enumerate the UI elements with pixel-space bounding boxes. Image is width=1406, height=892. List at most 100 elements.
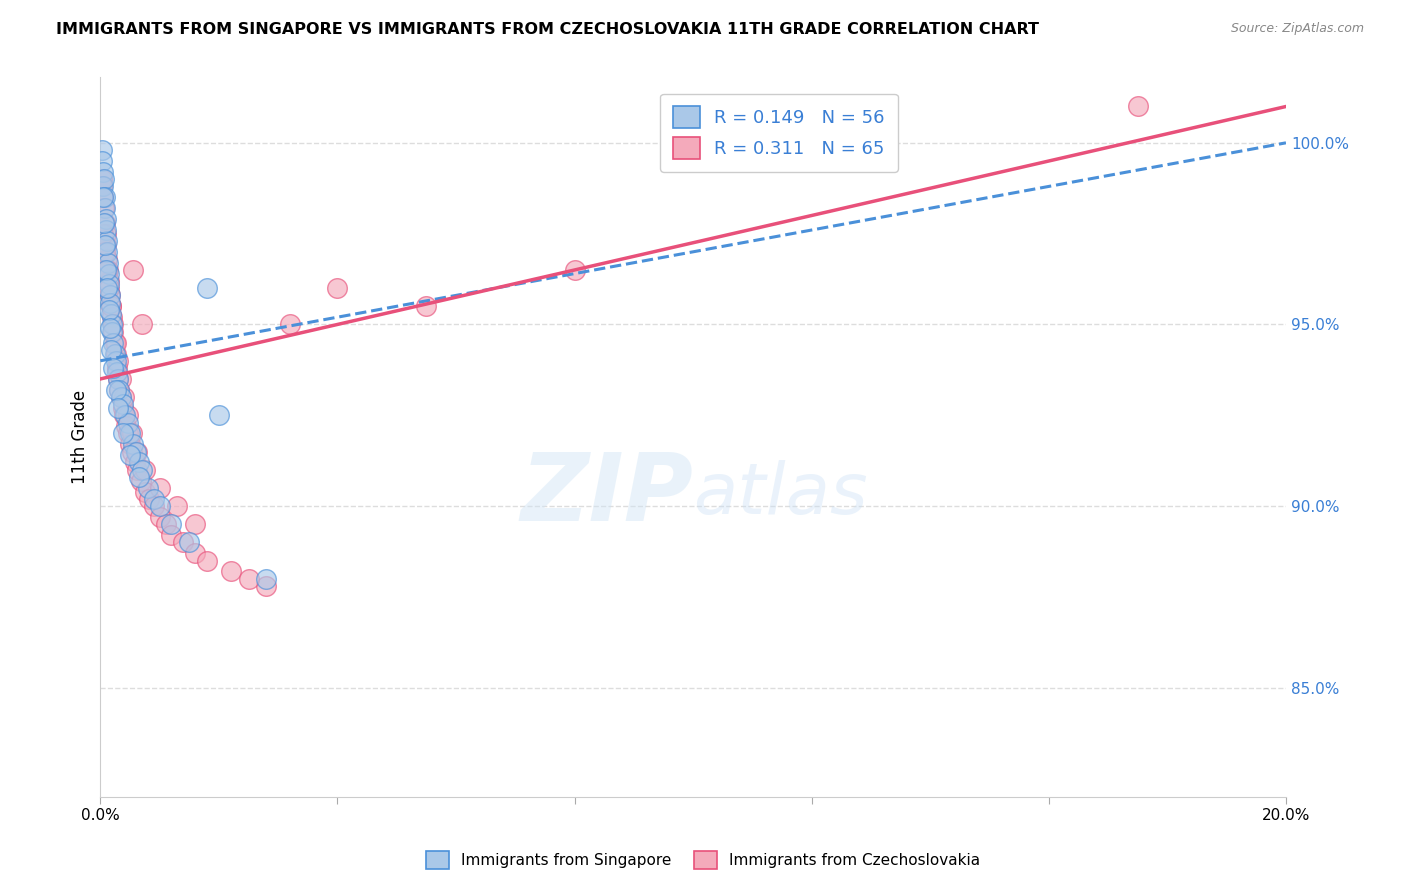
Text: atlas: atlas: [693, 460, 868, 529]
Point: [103, 335, 125, 350]
Point: [129, 474, 152, 488]
Point: [125, 444, 148, 458]
Point: [172, 535, 194, 549]
Point: [100, 299, 122, 313]
Point: [100, 295, 122, 310]
Point: [104, 383, 127, 397]
Point: [278, 318, 301, 332]
Point: [97, 302, 120, 317]
Point: [121, 444, 143, 458]
Text: IMMIGRANTS FROM SINGAPORE VS IMMIGRANTS FROM CZECHOSLOVAKIA 11TH GRADE CORRELATI: IMMIGRANTS FROM SINGAPORE VS IMMIGRANTS …: [56, 22, 1039, 37]
Point: [101, 325, 124, 339]
Point: [91, 179, 114, 194]
Point: [122, 437, 145, 451]
Point: [131, 318, 153, 332]
Point: [127, 463, 149, 477]
Point: [97, 256, 120, 270]
Point: [112, 409, 135, 423]
Point: [96, 237, 118, 252]
Point: [91, 190, 114, 204]
Point: [98, 274, 121, 288]
Point: [96, 252, 118, 266]
Point: [108, 383, 131, 397]
Point: [100, 288, 122, 302]
Point: [105, 365, 128, 379]
Point: [117, 416, 139, 430]
Point: [90, 172, 112, 186]
Point: [103, 318, 125, 332]
Point: [110, 372, 132, 386]
Point: [97, 267, 120, 281]
Point: [91, 179, 114, 194]
Point: [121, 426, 143, 441]
Point: [94, 212, 117, 227]
Point: [110, 390, 132, 404]
Point: [142, 491, 165, 506]
Legend: R = 0.149   N = 56, R = 0.311   N = 65: R = 0.149 N = 56, R = 0.311 N = 65: [661, 94, 897, 172]
Point: [105, 361, 128, 376]
Point: [100, 318, 122, 332]
Point: [149, 481, 172, 495]
Point: [98, 277, 121, 292]
Point: [155, 517, 177, 532]
Point: [254, 572, 277, 586]
Point: [108, 383, 131, 397]
Point: [115, 419, 138, 434]
Point: [91, 227, 114, 241]
Point: [103, 361, 125, 376]
Point: [96, 244, 118, 259]
Point: [94, 216, 117, 230]
Point: [149, 499, 172, 513]
Point: [122, 263, 145, 277]
Point: [118, 437, 141, 451]
Point: [96, 223, 118, 237]
Point: [103, 325, 125, 339]
Point: [184, 546, 207, 560]
Point: [118, 448, 141, 462]
Point: [127, 444, 149, 458]
Point: [96, 263, 118, 277]
Point: [160, 517, 183, 532]
Point: [100, 343, 122, 357]
Point: [103, 346, 125, 360]
Point: [96, 281, 118, 295]
Point: [104, 346, 127, 360]
Legend: Immigrants from Singapore, Immigrants from Czechoslovakia: Immigrants from Singapore, Immigrants fr…: [419, 845, 987, 875]
Point: [96, 263, 118, 277]
Point: [1126, 99, 1149, 113]
Point: [219, 565, 242, 579]
Point: [195, 281, 218, 295]
Point: [112, 390, 135, 404]
Point: [111, 401, 134, 415]
Point: [208, 409, 231, 423]
Point: [179, 535, 201, 549]
Point: [104, 353, 127, 368]
Y-axis label: 11th Grade: 11th Grade: [72, 390, 89, 484]
Point: [101, 310, 124, 325]
Point: [254, 579, 277, 593]
Point: [110, 390, 132, 404]
Point: [91, 165, 114, 179]
Point: [94, 201, 117, 215]
Point: [238, 572, 260, 586]
Point: [128, 455, 150, 469]
Point: [94, 227, 117, 241]
Point: [138, 491, 160, 506]
Point: [107, 353, 129, 368]
Point: [100, 299, 122, 313]
Point: [98, 281, 121, 295]
Point: [107, 372, 129, 386]
Point: [96, 234, 118, 248]
Point: [94, 237, 117, 252]
Point: [91, 153, 114, 168]
Point: [107, 401, 129, 415]
Text: Source: ZipAtlas.com: Source: ZipAtlas.com: [1230, 22, 1364, 36]
Point: [90, 143, 112, 157]
Point: [184, 517, 207, 532]
Point: [117, 409, 139, 423]
Point: [100, 307, 122, 321]
Point: [128, 470, 150, 484]
Point: [118, 426, 141, 441]
Point: [111, 397, 134, 411]
Point: [98, 288, 121, 302]
